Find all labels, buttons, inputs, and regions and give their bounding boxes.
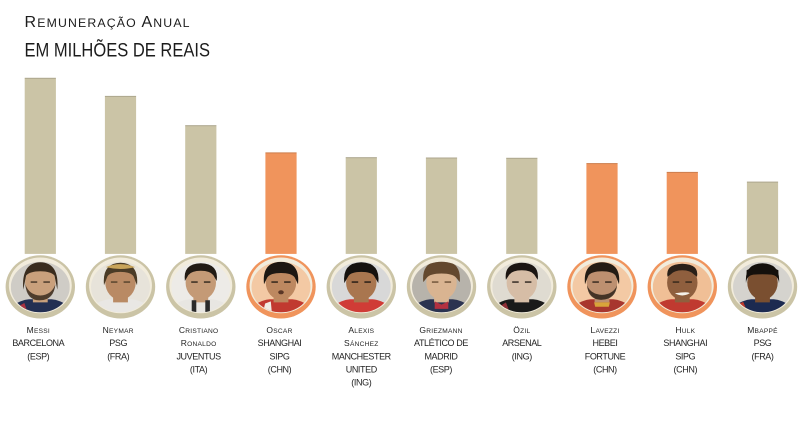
svg-text:MADRID: MADRID	[424, 351, 458, 361]
svg-text:(CHN): (CHN)	[268, 365, 292, 375]
svg-text:GRIEZMANN: GRIEZMANN	[419, 325, 462, 335]
svg-text:MBAPPÉ: MBAPPÉ	[747, 325, 778, 335]
svg-text:MANCHESTER: MANCHESTER	[332, 351, 392, 361]
svg-text:(ING): (ING)	[512, 351, 532, 361]
svg-text:SHANGHAI: SHANGHAI	[663, 338, 707, 348]
svg-text:EM MILHÕES DE REAIS: EM MILHÕES DE REAIS	[25, 39, 211, 61]
svg-text:ALEXIS: ALEXIS	[348, 325, 374, 335]
svg-text:LAVEZZI: LAVEZZI	[590, 325, 619, 335]
svg-text:ATLÉTICO DE: ATLÉTICO DE	[414, 338, 468, 348]
svg-text:NEYMAR: NEYMAR	[103, 325, 134, 335]
svg-text:REMUNERAÇÃO ANUAL: REMUNERAÇÃO ANUAL	[25, 14, 191, 31]
svg-text:OSCAR: OSCAR	[266, 325, 292, 335]
svg-text:UNITED: UNITED	[346, 365, 378, 375]
svg-text:(FRA): (FRA)	[752, 351, 774, 361]
svg-text:(ESP): (ESP)	[430, 365, 452, 375]
svg-text:SIPG: SIPG	[270, 351, 290, 361]
svg-text:(CHN): (CHN)	[593, 365, 617, 375]
svg-text:PSG: PSG	[109, 338, 127, 348]
svg-text:(CHN): (CHN)	[674, 365, 698, 375]
svg-text:BARCELONA: BARCELONA	[12, 338, 64, 348]
svg-text:SIPG: SIPG	[675, 351, 695, 361]
svg-text:CRISTIANO: CRISTIANO	[179, 325, 219, 335]
svg-text:MESSI: MESSI	[27, 325, 50, 335]
svg-text:JUVENTUS: JUVENTUS	[176, 351, 221, 361]
svg-text:HEBEI: HEBEI	[592, 338, 617, 348]
svg-text:SÁNCHEZ: SÁNCHEZ	[344, 338, 379, 348]
svg-text:(ING): (ING)	[351, 378, 371, 388]
svg-text:PSG: PSG	[754, 338, 772, 348]
svg-text:HULK: HULK	[675, 325, 695, 335]
svg-text:RONALDO: RONALDO	[181, 338, 217, 348]
svg-text:SHANGHAI: SHANGHAI	[258, 338, 302, 348]
svg-text:(ESP): (ESP)	[27, 351, 49, 361]
svg-text:ÖZIL: ÖZIL	[513, 325, 530, 335]
svg-text:(ITA): (ITA)	[190, 365, 208, 375]
svg-text:ARSENAL: ARSENAL	[502, 338, 542, 348]
svg-text:FORTUNE: FORTUNE	[585, 351, 626, 361]
svg-text:(FRA): (FRA)	[107, 351, 129, 361]
